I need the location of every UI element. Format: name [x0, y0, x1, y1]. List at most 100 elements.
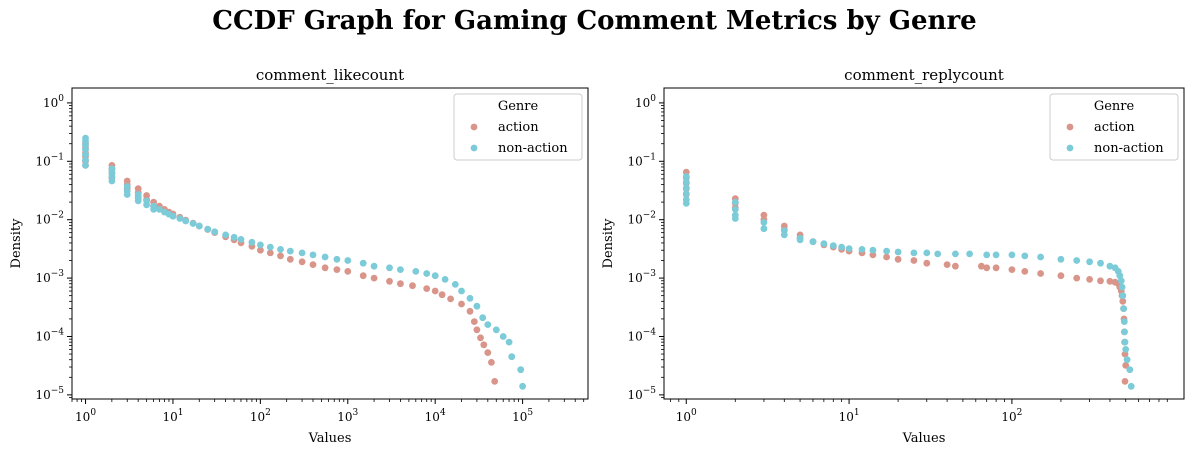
- legend-marker: [1066, 144, 1074, 152]
- data-point: [488, 359, 495, 366]
- data-point: [266, 243, 274, 251]
- legend: Genre action non-action: [453, 93, 583, 161]
- data-point: [182, 217, 190, 225]
- data-point: [1086, 258, 1093, 266]
- data-point: [760, 225, 768, 233]
- legend-title: Genre: [1094, 99, 1135, 114]
- data-point: [1121, 328, 1128, 336]
- y-axis-label: Density: [9, 218, 24, 269]
- data-point: [441, 276, 449, 283]
- data-point: [484, 349, 492, 356]
- data-point: [321, 264, 329, 272]
- data-point: [1106, 262, 1114, 270]
- x-axis-label: Values: [308, 431, 352, 446]
- data-point: [780, 231, 788, 239]
- data-point: [222, 231, 230, 239]
- data-point: [492, 326, 500, 334]
- data-point: [409, 282, 416, 290]
- data-point: [189, 220, 197, 227]
- data-point: [458, 287, 465, 295]
- data-point: [952, 250, 959, 258]
- data-point: [845, 245, 853, 253]
- data-point: [1121, 338, 1129, 346]
- x-tick-label: 102: [250, 408, 271, 424]
- plot-frame: [663, 87, 1185, 400]
- x-tick-label: 104: [425, 408, 446, 424]
- data-point: [82, 146, 89, 153]
- data-point: [1037, 270, 1044, 277]
- data-point: [1021, 252, 1029, 260]
- data-point: [82, 156, 89, 164]
- data-point: [451, 281, 459, 288]
- legend: Genre action non-action: [1049, 93, 1179, 161]
- data-point: [731, 215, 739, 222]
- data-point: [359, 272, 367, 280]
- data-point: [344, 268, 352, 275]
- x-tick-label: 102: [1001, 408, 1022, 424]
- data-point: [1021, 268, 1029, 275]
- data-point: [682, 184, 690, 192]
- data-point: [82, 151, 89, 159]
- x-tick-label: 100: [75, 408, 96, 424]
- data-point: [480, 341, 488, 349]
- data-point: [519, 382, 526, 390]
- data-point: [370, 262, 378, 270]
- y-tick-label: 10−3: [35, 269, 64, 285]
- data-point: [211, 228, 219, 236]
- y-tick-label: 100: [43, 94, 64, 110]
- data-point: [204, 225, 212, 233]
- y-axis-label: Density: [601, 218, 616, 269]
- data-point: [1073, 274, 1081, 282]
- data-point: [869, 251, 877, 259]
- data-point: [333, 266, 341, 273]
- data-point: [143, 201, 151, 209]
- data-point: [829, 242, 837, 250]
- data-point: [517, 366, 525, 374]
- data-point: [1126, 366, 1134, 374]
- chart-title: comment_likecount: [256, 66, 404, 84]
- data-point: [894, 255, 902, 263]
- data-point: [1106, 277, 1114, 285]
- x-tick-label: 103: [337, 408, 358, 424]
- data-point: [491, 378, 499, 385]
- data-point: [169, 212, 177, 220]
- data-point: [466, 307, 474, 315]
- data-point: [473, 326, 481, 334]
- data-point: [508, 353, 516, 361]
- data-point: [983, 264, 991, 272]
- data-point: [108, 177, 116, 185]
- data-point: [466, 294, 474, 302]
- data-point: [858, 246, 866, 253]
- data-point: [1119, 292, 1127, 300]
- data-point: [134, 197, 142, 205]
- data-point: [333, 255, 341, 263]
- data-point: [978, 262, 985, 270]
- data-point: [195, 222, 203, 230]
- data-point: [1057, 255, 1065, 263]
- legend-box: [453, 93, 583, 161]
- data-point: [894, 248, 902, 256]
- x-tick-label: 101: [162, 408, 183, 424]
- data-point: [1118, 283, 1126, 291]
- data-point: [820, 240, 828, 248]
- data-point: [923, 259, 931, 267]
- data-point: [150, 206, 158, 213]
- data-point: [386, 277, 393, 285]
- x-tick-label: 100: [676, 408, 697, 424]
- y-tick-label: 10−2: [35, 211, 64, 227]
- data-point: [470, 318, 478, 325]
- data-point: [1127, 382, 1135, 390]
- y-tick-label: 10−3: [627, 269, 656, 285]
- data-point: [1121, 378, 1129, 385]
- data-point: [1057, 272, 1065, 280]
- data-point: [1008, 251, 1016, 259]
- data-point: [423, 285, 431, 292]
- y-tick-label: 10−2: [627, 211, 656, 227]
- legend-marker: [470, 123, 478, 131]
- data-point: [266, 249, 274, 257]
- series-non-action: [682, 173, 1135, 390]
- series-non-action: [82, 134, 526, 390]
- data-point: [438, 291, 446, 299]
